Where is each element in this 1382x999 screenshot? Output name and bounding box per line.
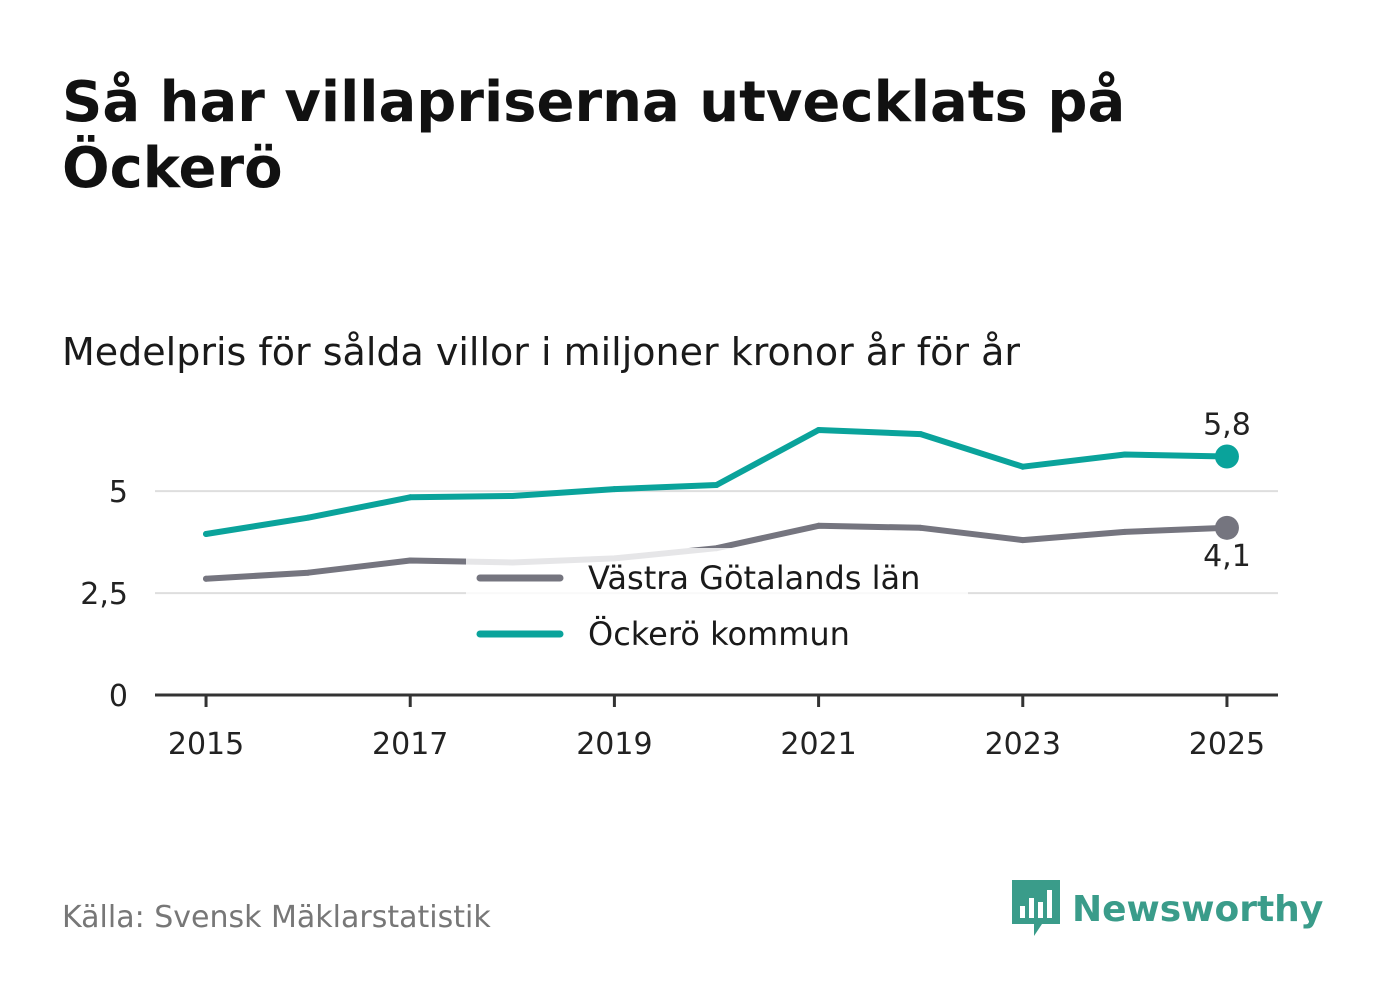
data-point — [305, 514, 312, 521]
y-tick-label: 2,5 — [80, 577, 128, 612]
data-point — [611, 486, 618, 493]
end-marker — [1214, 444, 1239, 469]
data-point — [1121, 451, 1128, 458]
y-tick-label: 5 — [109, 475, 128, 510]
series-line — [203, 427, 1230, 537]
brand-logo: Newsworthy — [1012, 880, 1323, 938]
newsworthy-logo-icon — [1012, 880, 1060, 936]
data-point — [815, 522, 822, 529]
y-tick-label: 0 — [109, 679, 128, 714]
data-point — [713, 482, 720, 489]
x-tick-label: 2017 — [372, 727, 448, 762]
data-point — [203, 530, 210, 537]
data-point — [1019, 463, 1026, 470]
x-tick-label: 2023 — [985, 727, 1061, 762]
data-point — [815, 427, 822, 433]
end-labels: 4,1 5,8 — [1203, 408, 1251, 574]
data-point — [509, 493, 516, 500]
data-point — [917, 524, 924, 531]
data-point — [917, 431, 924, 438]
x-tick-label: 2021 — [780, 727, 856, 762]
source-note: Källa: Svensk Mäklarstatistik — [62, 900, 491, 935]
axis-layer: 0 2,5 5 2015 2017 2019 2021 2023 2025 — [80, 475, 1278, 762]
data-point — [305, 569, 312, 576]
x-tick-label: 2019 — [576, 727, 652, 762]
x-tick-label: 2025 — [1189, 727, 1265, 762]
data-point — [407, 557, 414, 564]
brand-name: Newsworthy — [1072, 888, 1324, 930]
chart-title: Så har villapriserna utvecklats på Öcker… — [62, 70, 1126, 201]
data-point — [1019, 537, 1026, 544]
legend-label: Öckerö kommun — [588, 615, 850, 653]
chart-subtitle: Medelpris för sålda villor i miljoner kr… — [62, 330, 1021, 374]
data-point — [407, 494, 414, 501]
data-point — [203, 575, 210, 582]
data-point — [1121, 528, 1128, 535]
legend-label: Västra Götalands län — [588, 559, 920, 597]
end-value-label: 4,1 — [1203, 539, 1251, 574]
legend: Västra Götalands län Öckerö kommun — [466, 548, 968, 653]
end-value-label: 5,8 — [1203, 408, 1251, 443]
x-tick-label: 2015 — [168, 727, 244, 762]
end-marker — [1214, 515, 1239, 540]
